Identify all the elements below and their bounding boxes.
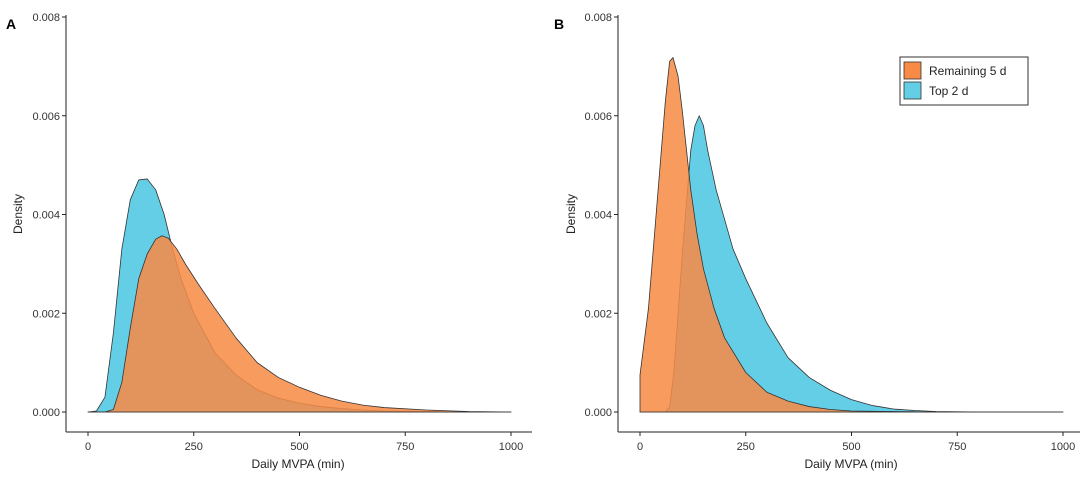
y-tick-label: 0.006 [32,111,60,123]
y-tick-label: 0.000 [584,407,612,419]
legend-swatch-remaining [903,61,922,80]
y-tick-label: 0.004 [32,210,60,222]
x-tick-label: 250 [185,441,203,453]
x-tick-label: 1000 [1051,441,1075,453]
y-tick-label: 0.002 [32,308,60,320]
x-tick-label: 500 [842,441,860,453]
plot-area-a [87,178,512,413]
x-tick-label: 0 [85,441,91,453]
y-tick-label: 0.006 [584,111,612,123]
x-axis-label-b: Daily MVPA (min) [804,457,897,471]
y-tick-label: 0.008 [32,12,60,24]
panel-a-label: A [6,16,16,32]
x-tick-label: 0 [637,441,643,453]
legend-label-top: Top 2 d [929,84,968,98]
x-axis-label-a: Daily MVPA (min) [251,457,344,471]
panel-a: A 0.000 0.002 0.004 0.006 0.008 0 250 500 750 10… [6,12,532,471]
x-ticks-b: 0 250 500 750 1000 [637,432,1075,453]
x-tick-label: 500 [290,441,308,453]
legend: Remaining 5 d Top 2 d [899,56,1029,106]
y-tick-label: 0.000 [32,407,60,419]
x-tick-label: 750 [396,441,414,453]
y-tick-label: 0.008 [584,12,612,24]
y-tick-label: 0.004 [584,210,612,222]
y-axis-label-b: Density [564,194,578,234]
y-ticks-a: 0.000 0.002 0.004 0.006 0.008 [32,12,66,419]
y-ticks-b: 0.000 0.002 0.004 0.006 0.008 [584,12,618,419]
panel-b-label: B [554,16,564,32]
legend-swatch-top [903,81,922,100]
x-ticks-a: 0 250 500 750 1000 [85,432,523,453]
x-tick-label: 250 [737,441,755,453]
legend-label-remaining: Remaining 5 d [929,64,1006,78]
panel-b: B 0.000 0.002 0.004 0.006 0.008 0 250 500 750 10… [554,12,1080,471]
x-tick-label: 750 [948,441,966,453]
plot-area-b [639,57,1064,413]
density-area-remaining-5d-b [639,57,1064,413]
y-axis-label-a: Density [11,194,25,234]
density-area-remaining-5d-a [87,235,512,413]
x-tick-label: 1000 [499,441,523,453]
y-tick-label: 0.002 [584,308,612,320]
